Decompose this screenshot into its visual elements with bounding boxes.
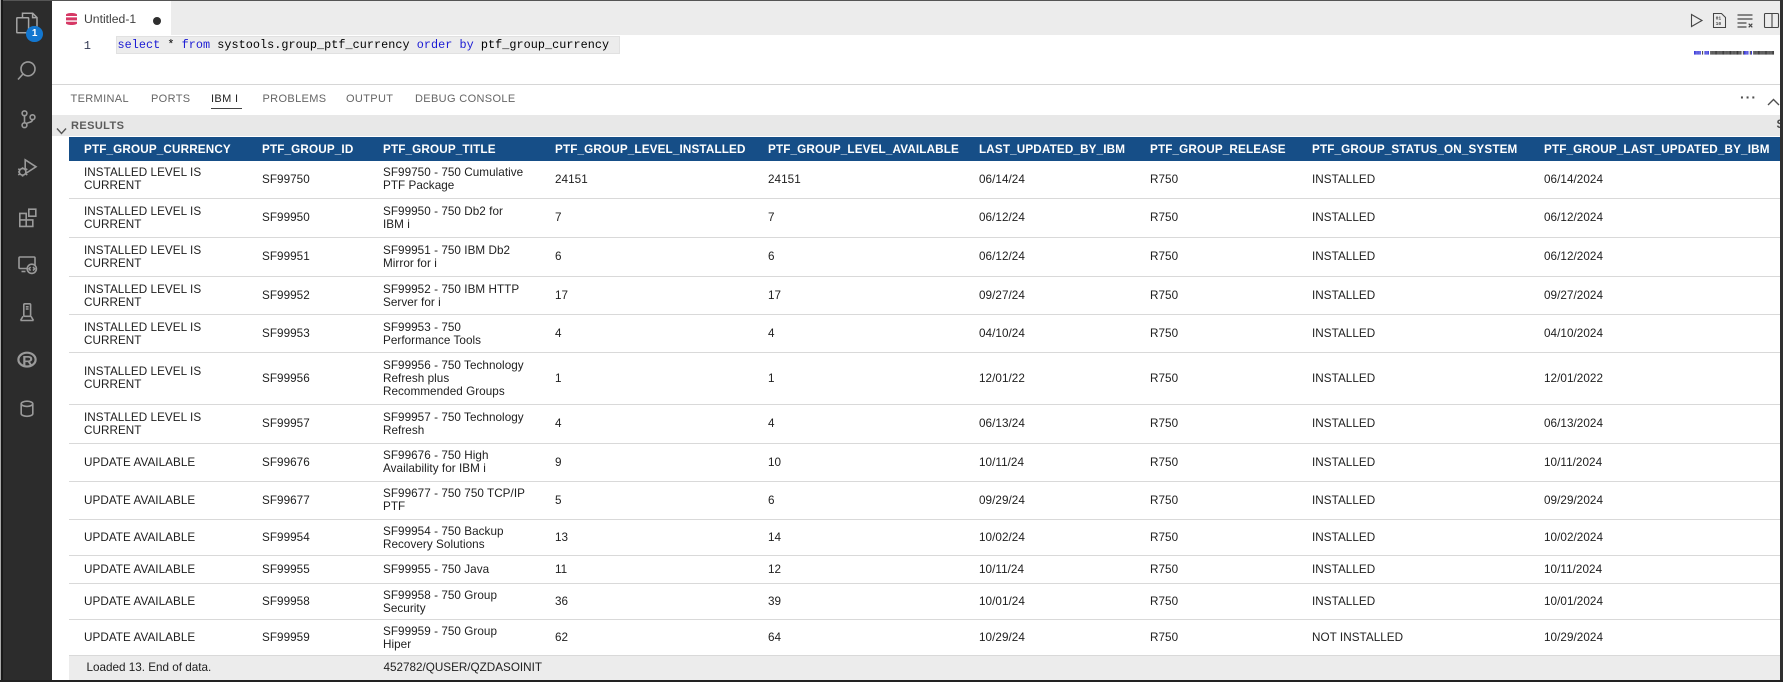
svg-text:01: 01	[1716, 16, 1722, 22]
svg-text:R: R	[22, 353, 33, 370]
svg-text:10: 10	[1716, 21, 1722, 27]
